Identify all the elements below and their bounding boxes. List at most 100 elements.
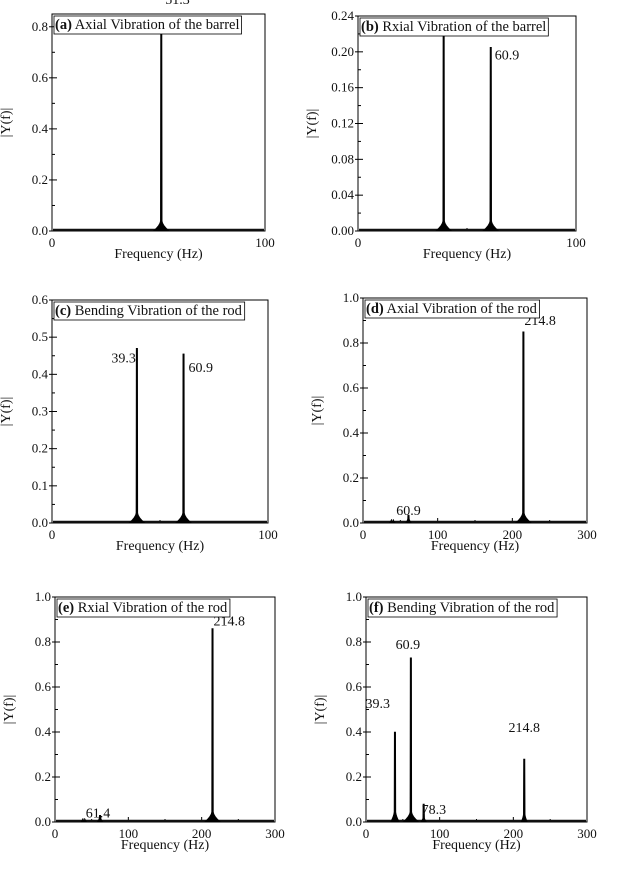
peak-label: 51.3 bbox=[165, 0, 190, 8]
panel-title-text: Bending Vibration of the rod bbox=[71, 303, 243, 319]
panel-letter: (d) bbox=[366, 301, 384, 317]
panel-title: (a) Axial Vibration of the barrel bbox=[55, 17, 240, 33]
peak-line bbox=[481, 47, 500, 232]
panel-title: (b) Rxial Vibration of the barrel bbox=[361, 19, 546, 35]
y-tick-label: 0.2 bbox=[32, 172, 48, 187]
panel-letter: (e) bbox=[58, 600, 74, 616]
x-tick-label: 0 bbox=[355, 235, 362, 250]
y-tick-label: 0.1 bbox=[32, 478, 48, 493]
y-tick-label: 0.04 bbox=[331, 187, 354, 202]
y-tick-label: 0.2 bbox=[35, 769, 51, 784]
y-tick-label: 0.8 bbox=[346, 634, 362, 649]
y-tick-label: 0.20 bbox=[331, 44, 354, 59]
panel-letter: (f) bbox=[369, 600, 384, 616]
y-tick-label: 0.00 bbox=[331, 223, 354, 238]
x-tick-label: 0 bbox=[52, 826, 59, 841]
plot-frame bbox=[54, 596, 276, 823]
y-axis-label: |Y(f)| bbox=[310, 396, 325, 426]
peak-line bbox=[402, 657, 420, 823]
y-tick-label: 0.3 bbox=[32, 404, 48, 419]
x-tick-label: 0 bbox=[360, 527, 367, 542]
peak-label: 39.3 bbox=[365, 697, 390, 712]
plot-frame bbox=[357, 15, 577, 232]
x-tick-label: 100 bbox=[430, 826, 450, 841]
x-tick-label: 100 bbox=[119, 826, 139, 841]
y-tick-label: 0.6 bbox=[343, 380, 360, 395]
x-tick-label: 300 bbox=[577, 527, 597, 542]
chart-panel-d: 0.00.20.40.60.81.00 100 200 30060.9214.8(d)… bbox=[310, 290, 597, 554]
panel-title-box bbox=[56, 598, 231, 618]
plot-frame bbox=[362, 297, 588, 524]
y-tick-label: 1.0 bbox=[346, 589, 362, 604]
y-tick-label: 0.6 bbox=[32, 292, 49, 307]
peak-line bbox=[80, 817, 88, 823]
peak-line bbox=[152, 26, 171, 232]
peak-line bbox=[203, 628, 222, 823]
y-tick-label: 1.0 bbox=[343, 290, 359, 305]
peak-line bbox=[174, 353, 193, 524]
panel-title-box bbox=[359, 17, 549, 37]
chart-panel-a: 0.0 0.2 0.4 0.6 0.8 0 100 51.3 (a) Axial Vibrati… bbox=[0, 0, 275, 262]
x-tick-label: 100 bbox=[258, 527, 278, 542]
x-axis-label: Frequency (Hz) bbox=[121, 838, 210, 853]
x-axis-label: Frequency (Hz) bbox=[114, 247, 203, 262]
y-tick-label: 0.0 bbox=[343, 515, 359, 530]
y-tick-label: 0.0 bbox=[32, 515, 48, 530]
x-tick-label: 200 bbox=[503, 527, 523, 542]
panel-title-text: Axial Vibration of the rod bbox=[384, 301, 538, 317]
y-axis-label: |Y(f)| bbox=[2, 695, 17, 725]
y-tick-label: 0.6 bbox=[35, 679, 52, 694]
y-tick-label: 0.16 bbox=[331, 80, 354, 95]
y-tick-label: 0.8 bbox=[35, 634, 51, 649]
chart-panel-e: 0.00.20.40.60.81.00 100 200 30061.4214.8(e)… bbox=[2, 589, 285, 853]
plot-frame bbox=[365, 596, 588, 823]
y-tick-label: 0.5 bbox=[32, 329, 48, 344]
peak-line bbox=[514, 331, 533, 524]
y-tick-label: 0.4 bbox=[32, 121, 49, 136]
peak-label: 60.9 bbox=[189, 361, 214, 376]
chart-panel-c: 0.0 0.1 0.2 0.3 0.4 0.5 0.6 0 100 39.3 60.9 (c) Ben… bbox=[0, 292, 278, 554]
x-tick-label: 100 bbox=[566, 235, 586, 250]
x-axis-label: Frequency (Hz) bbox=[432, 838, 521, 853]
peak-line bbox=[128, 348, 146, 524]
peak-label: 39.3 bbox=[111, 351, 136, 366]
y-tick-label: 1.0 bbox=[35, 589, 51, 604]
x-axis-label: Frequency (Hz) bbox=[116, 539, 205, 554]
panel-letter: (a) bbox=[55, 17, 72, 33]
y-tick-label: 0.0 bbox=[346, 814, 362, 829]
y-tick-label: 0.2 bbox=[343, 470, 359, 485]
peak-label: 60.9 bbox=[396, 638, 421, 653]
x-tick-label: 200 bbox=[504, 826, 524, 841]
y-tick-label: 0.4 bbox=[343, 425, 360, 440]
panel-letter: (b) bbox=[361, 19, 379, 35]
y-tick-label: 0.4 bbox=[346, 724, 363, 739]
panel-title-text: Rxial Vibration of the rod bbox=[74, 600, 228, 616]
y-tick-label: 0.2 bbox=[32, 441, 48, 456]
x-tick-label: 300 bbox=[265, 826, 285, 841]
x-axis-label: Frequency (Hz) bbox=[431, 539, 520, 554]
panel-title-text: Rxial Vibration of the barrel bbox=[379, 19, 547, 35]
x-tick-label: 200 bbox=[192, 826, 212, 841]
panel-title-box bbox=[53, 15, 242, 35]
plot-frame bbox=[51, 299, 269, 524]
panel-title-box bbox=[367, 598, 558, 618]
y-tick-label: 0.2 bbox=[346, 769, 362, 784]
y-tick-label: 0.24 bbox=[331, 8, 354, 23]
y-tick-label: 0.12 bbox=[331, 116, 354, 131]
chart-panel-f: 0.0 0.2 0.4 0.6 0.8 1.0 0 100 200 300 39.3 60.9 78.3… bbox=[313, 589, 597, 853]
peak-label: 60.9 bbox=[396, 504, 421, 519]
y-tick-label: 0.4 bbox=[35, 724, 52, 739]
panel-letter: (c) bbox=[55, 303, 71, 319]
peak-label: 214.8 bbox=[508, 721, 540, 736]
peak-label: 61.4 bbox=[86, 806, 111, 821]
peak-line bbox=[389, 731, 400, 823]
y-tick-label: 0.6 bbox=[32, 70, 49, 85]
y-tick-label: 0.8 bbox=[32, 19, 48, 34]
panel-title: (c) Bending Vibration of the rod bbox=[55, 303, 243, 319]
peak-label: 78.3 bbox=[422, 803, 447, 818]
panel-title-text: Axial Vibration of the barrel bbox=[72, 17, 240, 33]
x-tick-label: 100 bbox=[255, 235, 275, 250]
plot-frame bbox=[51, 13, 266, 232]
y-axis-label: |Y(f)| bbox=[0, 108, 14, 138]
y-tick-label: 0.08 bbox=[331, 151, 354, 166]
